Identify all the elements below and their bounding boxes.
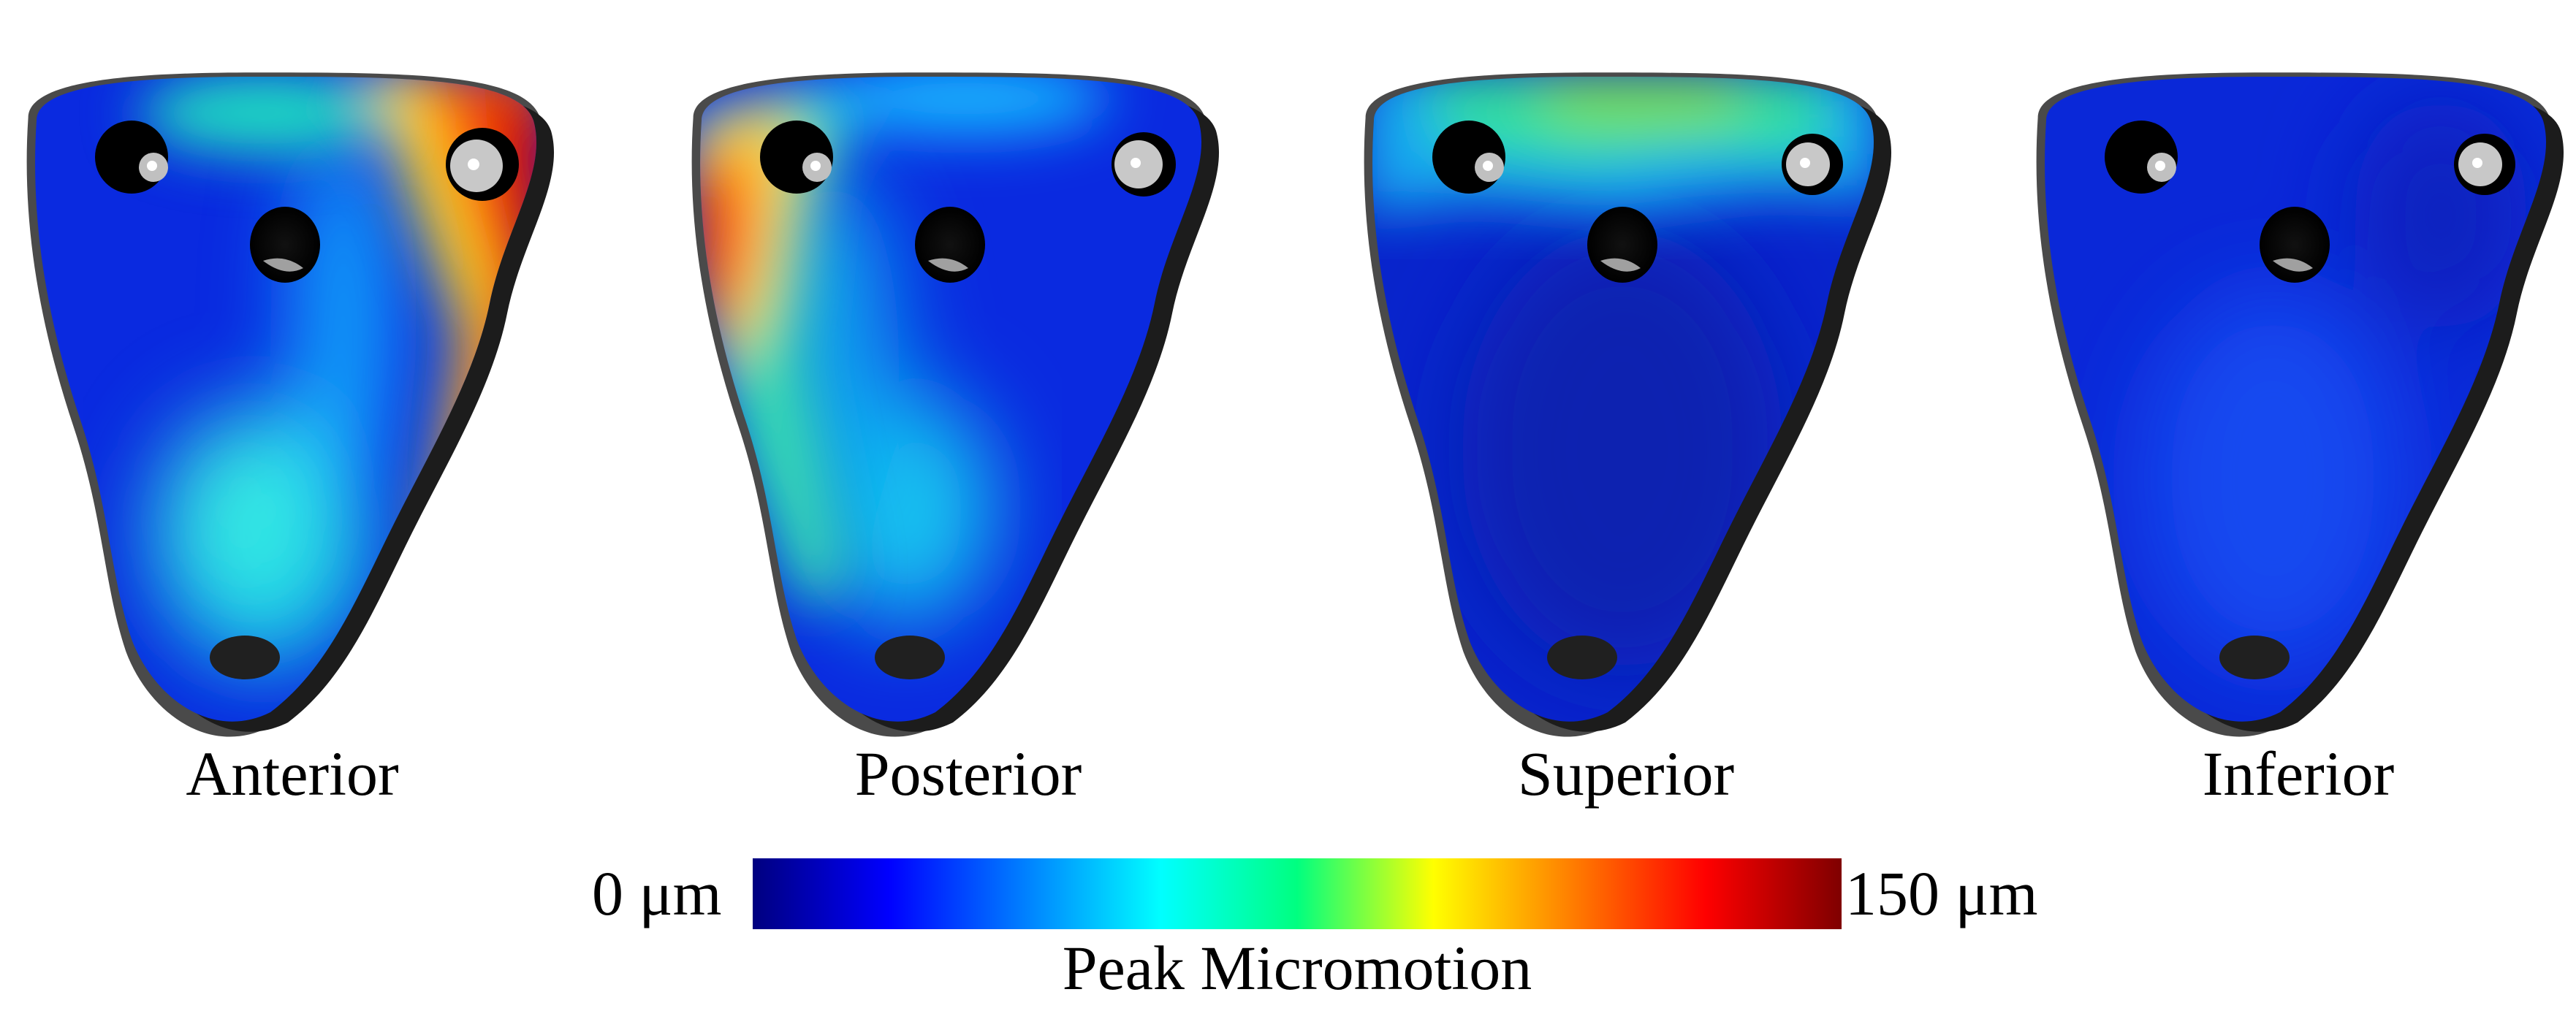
center-peg-hole — [2260, 207, 2330, 283]
inferior-view — [2036, 72, 2564, 737]
posterior-view — [691, 72, 1220, 737]
screw-hole-upper-right — [1112, 132, 1176, 197]
anterior-view — [26, 72, 555, 737]
lower-peg-hole — [2219, 636, 2290, 679]
caption-posterior: Posterior — [854, 739, 1082, 809]
caption-anterior: Anterior — [186, 739, 399, 809]
center-peg-hole — [1587, 207, 1657, 283]
screw-hole-upper-right — [446, 128, 519, 201]
screw-hole-upper-left — [760, 121, 833, 194]
center-peg-hole — [915, 207, 985, 283]
lower-peg-hole — [1547, 636, 1617, 679]
screw-hole-upper-left — [95, 121, 168, 194]
caption-inferior: Inferior — [2202, 739, 2395, 809]
center-peg-hole — [250, 207, 320, 283]
screw-hole-upper-left — [1432, 121, 1505, 194]
colorbar-title: Peak Micromotion — [1062, 933, 1532, 1003]
screw-hole-upper-right — [2454, 134, 2515, 195]
lower-peg-hole — [875, 636, 945, 679]
colorbar-min-label: 0 μm — [592, 858, 722, 928]
colorbar-max-label: 150 μm — [1845, 858, 2038, 928]
screw-hole-upper-right — [1782, 134, 1843, 195]
lower-peg-hole — [210, 636, 280, 679]
colorbar — [753, 858, 1842, 929]
superior-view — [1364, 72, 1892, 737]
screw-hole-upper-left — [2105, 121, 2178, 194]
caption-superior: Superior — [1517, 739, 1735, 809]
